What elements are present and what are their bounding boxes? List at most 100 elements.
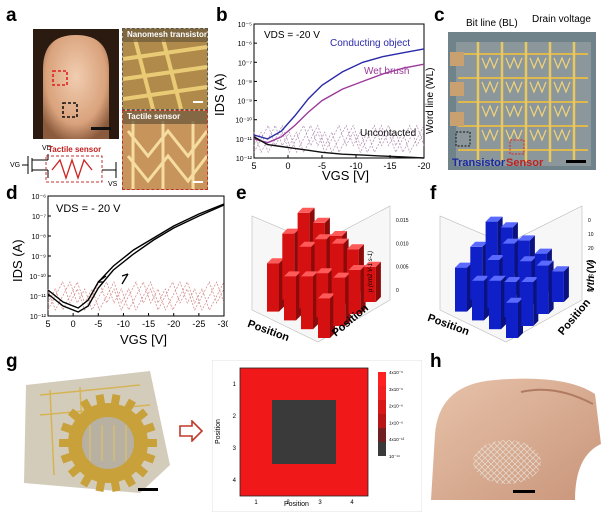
z-tick-label: 0.010 bbox=[396, 241, 409, 247]
bar-front bbox=[521, 282, 534, 326]
gear-tooth bbox=[124, 398, 136, 412]
gear-tooth bbox=[110, 394, 121, 406]
y-tick-label: 10⁻¹⁰ bbox=[29, 273, 46, 281]
noise-trace bbox=[47, 281, 225, 311]
sensor-cell bbox=[553, 104, 571, 118]
heatmap-cell bbox=[240, 432, 272, 464]
heatmap-y-tick: 1 bbox=[233, 382, 237, 388]
noise-trace bbox=[253, 124, 425, 154]
z-tick-label: 10 bbox=[588, 232, 594, 238]
circuit-vd-label: VD bbox=[42, 145, 52, 152]
colorbar-segment bbox=[378, 428, 386, 442]
x-tick-label: -5 bbox=[318, 161, 326, 171]
gear-tooth bbox=[110, 480, 121, 492]
x-tick-label: -5 bbox=[94, 319, 102, 329]
inset-bottom-caption: Tactile sensor bbox=[127, 112, 181, 121]
bar-top bbox=[329, 231, 347, 236]
heatmap-x-tick: 4 bbox=[350, 500, 354, 506]
z-tick-label: 0.015 bbox=[396, 218, 409, 224]
sensor-cell bbox=[505, 56, 523, 70]
bar-side bbox=[375, 261, 381, 302]
sensor-cell bbox=[529, 104, 547, 118]
bar-top bbox=[551, 266, 569, 272]
y-tick-label: 10⁻¹⁰ bbox=[235, 117, 252, 125]
bar-top bbox=[301, 271, 318, 277]
bar-3d bbox=[301, 271, 318, 330]
x-tick-label: -10 bbox=[117, 319, 130, 329]
panel-label-h: h bbox=[430, 351, 442, 372]
bar-3d bbox=[284, 271, 301, 321]
chart-f-3d-bars: 0 10 20 30 40 50 bbox=[439, 205, 594, 343]
gear-tooth bbox=[95, 480, 106, 492]
y-tick-label: 10⁻⁷ bbox=[32, 214, 46, 221]
bar-front bbox=[333, 277, 346, 326]
z-tick-label: 20 bbox=[588, 246, 594, 252]
sensor-cell bbox=[481, 80, 499, 94]
bar-front bbox=[551, 271, 564, 302]
chart-b-xlabel: VGS [V] bbox=[322, 168, 369, 183]
bar-front bbox=[506, 302, 518, 338]
circuit-vg-label: VG bbox=[10, 162, 20, 169]
sensor-cell bbox=[553, 56, 571, 70]
bar-top bbox=[506, 297, 523, 303]
heatmap-g: 4x10⁻⁶ 3x10⁻⁶ 2x10⁻⁶ 1x10⁻⁶ 4x10⁻¹² 10⁻¹⁴ 1 2 3… bbox=[212, 360, 422, 512]
bar-front bbox=[472, 280, 484, 321]
bar-3d bbox=[489, 275, 506, 330]
colorbar-segment bbox=[378, 414, 386, 428]
chart-e-3d-bars: 0.015 0.010 0.005 0 bbox=[251, 205, 409, 343]
bar-front bbox=[536, 265, 549, 314]
gear-tooth bbox=[124, 474, 136, 488]
gear-tooth bbox=[67, 408, 81, 421]
gear-tooth bbox=[143, 452, 156, 464]
colorbar-segment bbox=[378, 372, 386, 386]
noise-trace bbox=[253, 124, 425, 154]
bar-top bbox=[504, 277, 522, 282]
bar-top bbox=[519, 256, 537, 262]
x-tick-label: 0 bbox=[285, 161, 290, 171]
y-tick-label: 10⁻⁶ bbox=[238, 41, 252, 48]
sensor-cell bbox=[529, 128, 547, 142]
panel-label-a: a bbox=[6, 5, 17, 26]
bar-top bbox=[534, 248, 552, 254]
z-tick-label: 50 bbox=[588, 288, 594, 294]
bar-top bbox=[316, 268, 334, 274]
z-tick-label: 40 bbox=[588, 274, 594, 280]
bar-front bbox=[348, 270, 361, 314]
heatmap-x-tick: 1 bbox=[254, 500, 258, 506]
chart-d: 5 0 -5 -10 -15 -20 -25 -30 10⁻⁶ 10⁻⁷ 10⁻⁸ 10⁻⁹ 10⁻¹⁰… bbox=[10, 194, 228, 347]
heatmap-y-tick: 2 bbox=[233, 414, 237, 420]
y-tick-label: 10⁻¹¹ bbox=[236, 137, 253, 144]
x-tick-label: 5 bbox=[45, 319, 50, 329]
chart-d-condition: VDS = - 20 V bbox=[56, 203, 121, 215]
contact-pad bbox=[450, 52, 464, 66]
y-tick-label: 10⁻⁸ bbox=[238, 79, 252, 86]
bar-top bbox=[346, 244, 364, 250]
sensor-array-photo bbox=[448, 32, 596, 170]
chart-b: 5 0 -5 -10 -15 -20 10⁻⁵ 10⁻⁶ 10⁻⁷ 10⁻⁸ 10⁻⁹ 10⁻¹⁰ 10… bbox=[212, 22, 430, 183]
z-tick-label: 0.005 bbox=[396, 265, 409, 271]
panel-label-f: f bbox=[430, 183, 437, 204]
gear-tooth bbox=[80, 398, 92, 412]
heatmap-x-tick: 3 bbox=[318, 500, 322, 506]
y-tick-label: 10⁻⁵ bbox=[238, 22, 252, 29]
bar-3d bbox=[455, 262, 472, 312]
bar-top bbox=[485, 216, 503, 222]
z-tick-label: 30 bbox=[588, 260, 594, 266]
colorbar-tick: 2x10⁻⁶ bbox=[389, 404, 403, 409]
sweep-arrow-icon bbox=[97, 275, 107, 283]
heatmap-cell bbox=[240, 464, 272, 496]
sensor-cell bbox=[505, 80, 523, 94]
heatmap-cell bbox=[336, 368, 368, 400]
sensor-cell bbox=[529, 56, 547, 70]
chart-b-frame bbox=[253, 23, 425, 159]
x-tick-label: 5 bbox=[251, 161, 256, 171]
sensor-label: Sensor bbox=[506, 157, 544, 169]
heatmap-cell bbox=[240, 400, 272, 432]
y-tick-label: 10⁻¹² bbox=[236, 156, 253, 163]
sensor-cell bbox=[481, 56, 499, 70]
heatmap-cell bbox=[304, 400, 336, 432]
colorbar-tick: 3x10⁻⁶ bbox=[389, 387, 403, 392]
panel-label-g: g bbox=[6, 351, 18, 372]
colorbar-segment bbox=[378, 442, 386, 456]
heatmap-frame bbox=[239, 367, 369, 497]
